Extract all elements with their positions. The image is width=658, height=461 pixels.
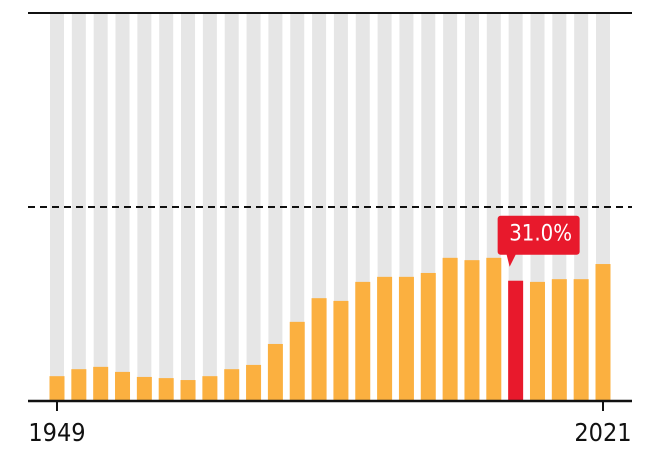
bar <box>224 369 240 401</box>
bar <box>508 280 524 401</box>
label-bubble <box>497 215 580 267</box>
bar <box>529 281 545 401</box>
bar <box>420 272 436 401</box>
bar <box>93 366 109 401</box>
bar <box>333 300 349 401</box>
bar <box>355 281 371 401</box>
value-label: 31.0% <box>509 222 572 247</box>
bar <box>464 260 480 401</box>
bar <box>202 376 218 401</box>
bar <box>311 298 327 401</box>
column-background <box>115 13 130 401</box>
bar <box>398 276 414 401</box>
bar <box>71 369 87 401</box>
bar <box>551 279 567 401</box>
column-background <box>224 13 239 401</box>
bar <box>158 378 174 401</box>
bar <box>246 364 262 401</box>
bar <box>180 380 196 401</box>
bar <box>595 264 611 401</box>
bar <box>486 257 502 401</box>
bar <box>573 279 589 401</box>
bar <box>136 376 152 401</box>
bar <box>267 343 283 401</box>
bar <box>377 276 393 401</box>
x-label: 2021 <box>574 418 631 447</box>
column-background <box>137 13 152 401</box>
x-label: 1949 <box>28 418 85 447</box>
bar <box>49 376 65 401</box>
bar <box>115 371 131 401</box>
column-background <box>268 13 283 401</box>
bar <box>442 257 458 401</box>
column-background <box>246 13 261 401</box>
bar <box>289 321 305 401</box>
